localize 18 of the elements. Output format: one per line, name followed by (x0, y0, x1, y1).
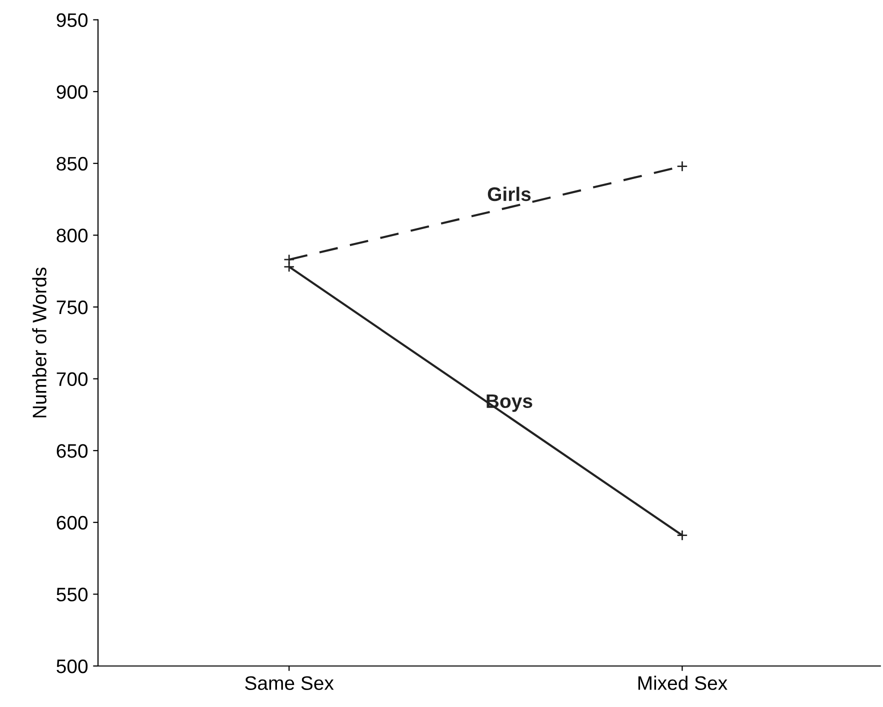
y-tick-label: 850 (56, 156, 88, 171)
y-tick-label: 900 (56, 85, 88, 99)
y-axis-title: Number of Words (32, 268, 46, 418)
y-tick-label: 600 (56, 516, 88, 530)
point (284, 261, 295, 272)
point (676, 160, 688, 172)
series-label: Girls (488, 186, 531, 202)
y-tick-label: 750 (56, 300, 88, 314)
y-tick-label: 550 (56, 588, 88, 602)
series-label: Boys (486, 394, 532, 412)
point (676, 530, 688, 541)
x-tick-label: Same Sex (245, 676, 334, 690)
y-tick-label: 950 (56, 13, 88, 28)
y-tick-label: 800 (56, 228, 88, 242)
y-tick-label: 700 (56, 372, 88, 386)
x-tick-label: Mixed Sex (638, 676, 728, 690)
y-tick-label: 500 (56, 659, 88, 674)
y-tick-label: 650 (56, 444, 88, 458)
